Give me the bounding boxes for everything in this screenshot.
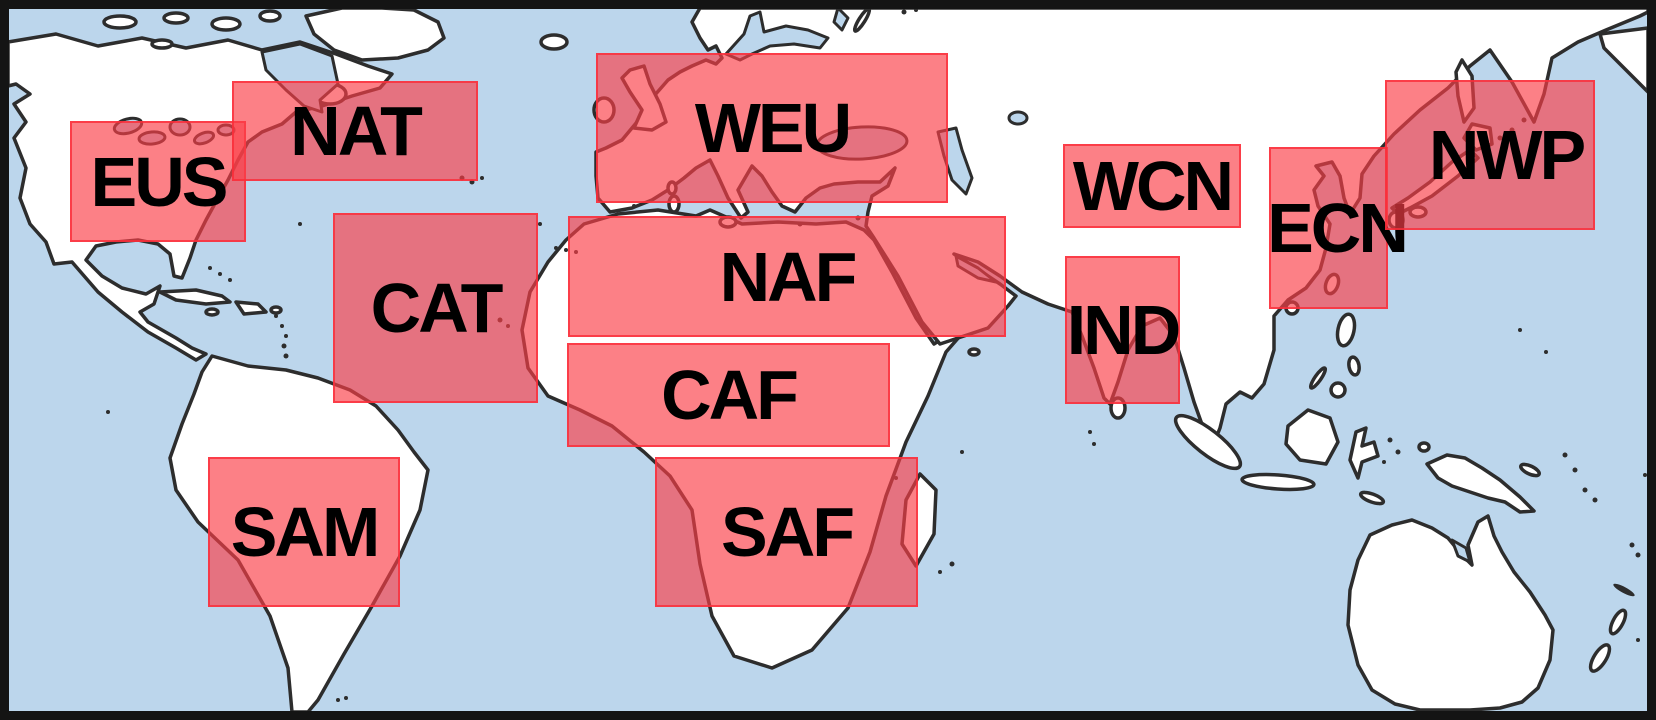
island-jamaica (204, 307, 220, 317)
region-box-wcn: WCN (1063, 144, 1241, 228)
island-hispaniola (234, 300, 268, 316)
region-box-ecn: ECN (1267, 147, 1409, 309)
region-box-eus: EUS (70, 121, 246, 242)
island-new-britain (1519, 462, 1541, 478)
region-label-weu: WEU (694, 89, 852, 167)
island-timor (1358, 490, 1386, 506)
region-box-naf: NAF (568, 216, 1006, 337)
island-new-zealand-north (1608, 608, 1628, 636)
island-java (1240, 472, 1316, 492)
island-socotra (967, 347, 981, 357)
region-box-sam: SAM (208, 457, 400, 607)
region-label-sam: SAM (230, 493, 381, 571)
region-box-saf: SAF (655, 457, 918, 607)
region-label-eus: EUS (90, 142, 229, 221)
region-label-naf: NAF (719, 237, 858, 316)
gulf-of-carpentaria (1450, 538, 1472, 564)
region-label-cat: CAT (370, 269, 504, 347)
arctic-island (210, 16, 242, 32)
island-luzon (1335, 312, 1357, 348)
region-label-saf: SAF (721, 493, 855, 571)
island-sulawesi (1348, 426, 1380, 480)
island-cuba (158, 288, 232, 306)
region-box-cat: CAT (333, 213, 538, 403)
region-label-ind: IND (1066, 291, 1182, 369)
region-label-wcn: WCN (1072, 147, 1234, 225)
landmass-alaska-east (1598, 26, 1650, 94)
region-box-nat: NAT (232, 81, 478, 181)
island-sumatra (1173, 413, 1243, 471)
island-new-zealand-south (1588, 643, 1612, 673)
arctic-island (162, 11, 190, 25)
region-box-nwp: NWP (1385, 80, 1595, 230)
white-sea (832, 6, 850, 32)
arctic-island (258, 9, 282, 23)
aral-sea (1007, 110, 1029, 126)
island-iceland (539, 33, 569, 51)
arctic-island (102, 14, 138, 30)
region-label-nwp: NWP (1428, 116, 1586, 194)
region-label-nat: NAT (290, 92, 423, 170)
region-label-caf: CAF (661, 356, 799, 434)
island-new-guinea (1425, 453, 1536, 514)
island-palawan (1308, 366, 1328, 390)
island-puerto-rico (269, 305, 283, 315)
region-box-ind: IND (1065, 256, 1182, 404)
baltic-sea (724, 10, 830, 62)
island-halmahera (1417, 441, 1431, 453)
island-mindanao (1329, 381, 1347, 399)
region-box-caf: CAF (567, 343, 890, 447)
island-visayas (1347, 355, 1361, 377)
region-box-weu: WEU (596, 53, 948, 203)
arctic-island (150, 38, 174, 50)
island-borneo (1284, 408, 1340, 466)
landmass-australia (1346, 514, 1555, 712)
